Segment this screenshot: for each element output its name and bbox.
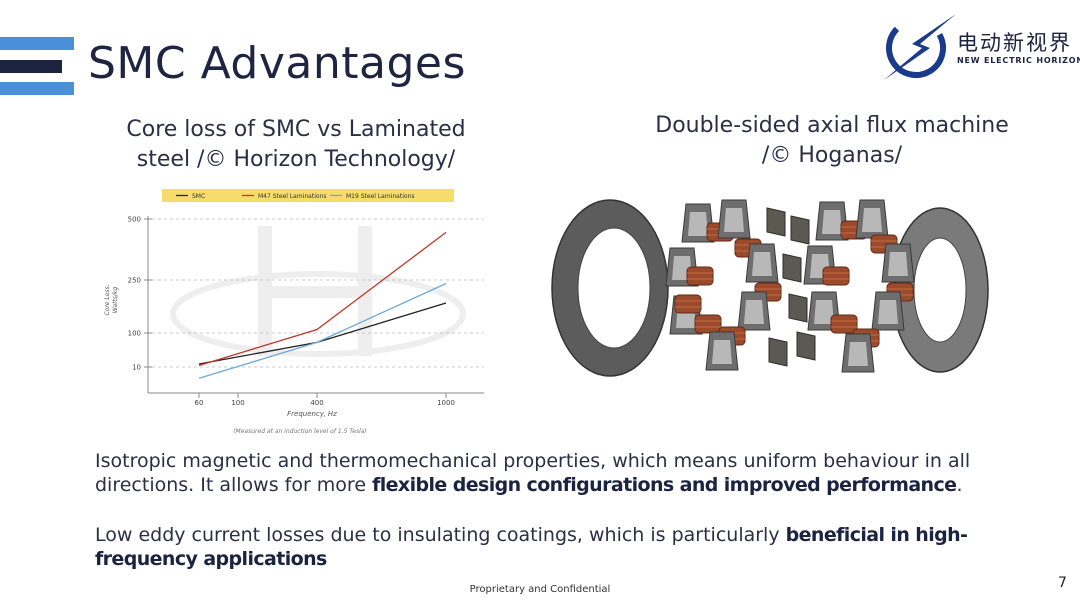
advantage-eddy-current-highlight: beneficial in high-frequency application…: [95, 524, 968, 570]
motor-caption: Double-sided axial flux machine /© Hogan…: [628, 111, 1036, 171]
page-number: 7: [1058, 575, 1067, 591]
y-tick-label: 10: [132, 364, 141, 372]
logo-english-name: NEW ELECTRIC HORIZON: [957, 56, 1080, 65]
x-axis-label: Frequency, Hz: [287, 410, 337, 418]
left-rotor-ring: [551, 199, 669, 377]
series-line-1: [198, 231, 447, 367]
y-tick-label: 500: [128, 216, 141, 224]
watermark: [170, 226, 466, 357]
x-tick-label: 100: [231, 399, 244, 407]
legend-label-2: M19 Steel Laminations: [346, 193, 414, 200]
y-axis-label-line1: Core Loss,: [104, 284, 111, 315]
advantage-eddy-current: Low eddy current losses due to insulatin…: [95, 523, 995, 571]
logo-chinese-name: 电动新视界: [957, 31, 1072, 55]
axial-flux-machine-image: [551, 199, 989, 377]
chart-caption-line2: steel /© Horizon Technology/: [136, 147, 456, 172]
header-bar-top: [0, 37, 74, 50]
lightning-circle-logo-icon: [884, 14, 956, 80]
chart-legend: [162, 189, 454, 202]
motor-caption-line2: /© Hoganas/: [761, 143, 903, 168]
y-tick-label: 250: [128, 277, 141, 285]
chart-caption-line1: Core loss of SMC vs Laminated: [126, 117, 466, 142]
advantage-isotropic-text: Isotropic magnetic and thermomechanical …: [95, 450, 971, 496]
right-stator: [803, 199, 915, 373]
advantage-isotropic-highlight: flexible design configurations and impro…: [372, 474, 957, 496]
slide-title: SMC Advantages: [88, 38, 466, 89]
advantage-isotropic-end: .: [956, 474, 963, 496]
core-loss-chart: SMC M47 Steel Laminations M19 Steel Lamina…: [104, 189, 484, 435]
chart-note: (Measured at an induction level of 1.5 T…: [233, 428, 367, 435]
y-axis-label-line2: Watts/kg: [112, 287, 119, 314]
y-tick-label: 100: [128, 330, 141, 338]
chart-caption: Core loss of SMC vs Laminated steel /© H…: [96, 115, 496, 175]
header-bar-middle: [0, 60, 62, 73]
advantage-isotropic: Isotropic magnetic and thermomechanical …: [95, 449, 995, 497]
x-tick-label: 60: [195, 399, 204, 407]
x-tick-label: 400: [310, 399, 323, 407]
x-tick-label: 1000: [437, 399, 455, 407]
legend-label-0: SMC: [192, 193, 205, 200]
legend-label-1: M47 Steel Laminations: [258, 193, 326, 200]
left-stator: [665, 199, 782, 371]
header-bar-bottom: [0, 82, 74, 95]
right-rotor-ring: [891, 207, 989, 373]
motor-caption-line1: Double-sided axial flux machine: [655, 113, 1009, 138]
company-logo: 电动新视界 NEW ELECTRIC HORIZON: [878, 10, 1080, 82]
advantage-eddy-current-text: Low eddy current losses due to insulatin…: [95, 524, 786, 546]
series-line-2: [198, 282, 447, 379]
footer-confidential: Proprietary and Confidential: [469, 584, 611, 595]
